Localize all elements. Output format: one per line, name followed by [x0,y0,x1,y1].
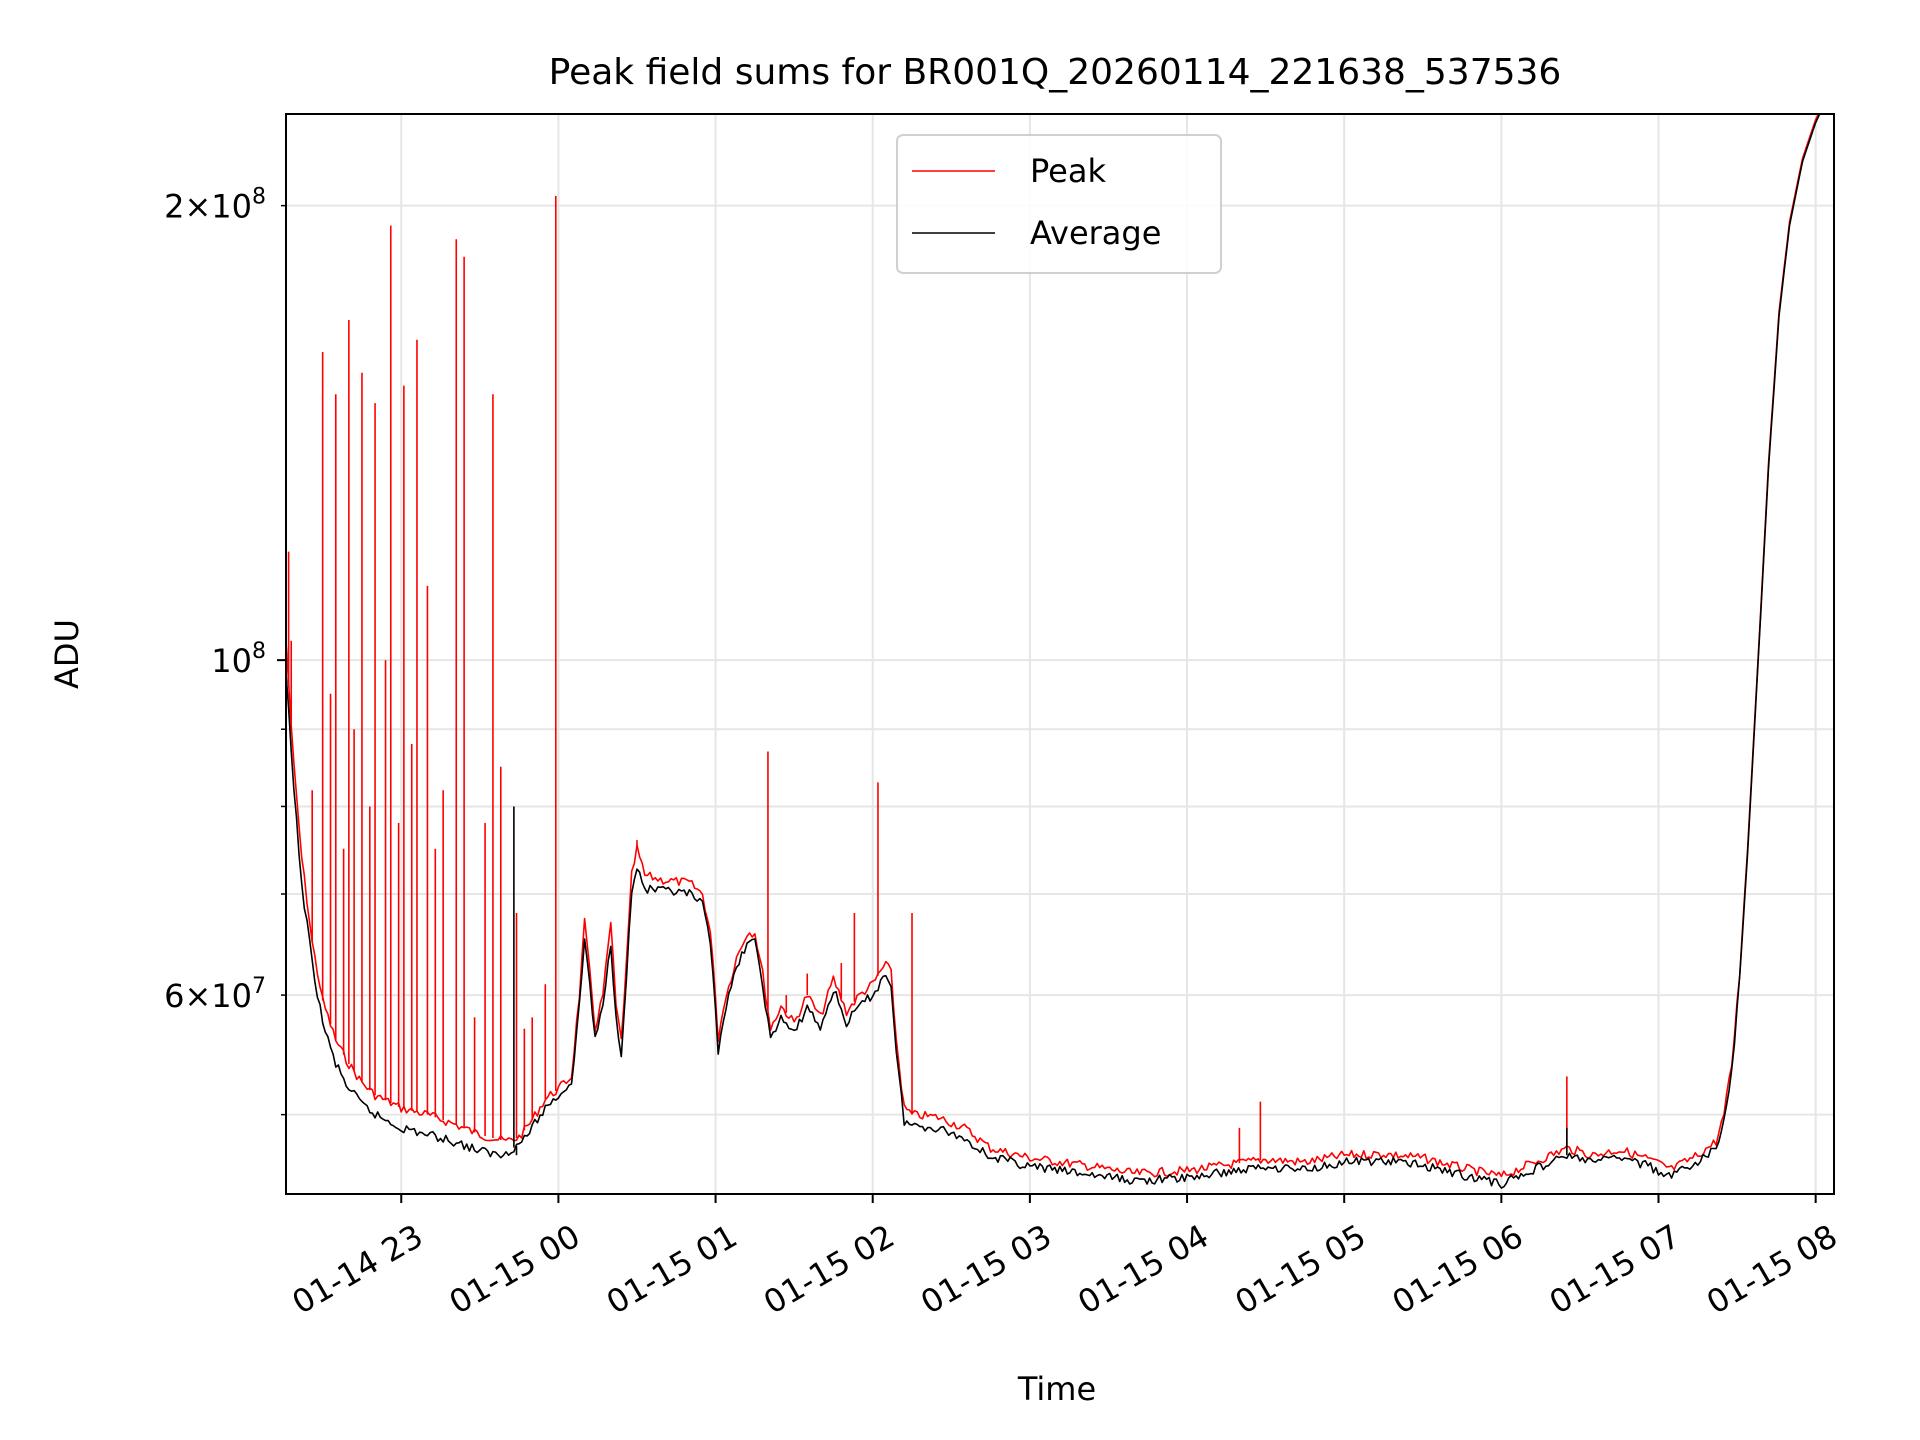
legend: Peak Average [896,134,1222,274]
y-tick-label: 2×108 [164,185,266,226]
y-tick-label-exponent: 8 [252,639,266,664]
legend-peak-label: Peak [1030,152,1106,190]
y-axis-label: ADU [48,619,86,689]
y-tick-label-exponent: 7 [252,974,266,999]
grid-layer [286,114,1834,1194]
y-tick-label-mantissa: 2 [164,188,184,226]
average-series-line [286,114,1821,1189]
y-tick-label-times: × [184,977,211,1015]
y-tick-label-base: 10 [211,977,252,1015]
chart-title: Peak field sums for BR001Q_20260114_2216… [549,52,1562,93]
y-tick-label: 108 [211,639,266,680]
y-tick-label-exponent: 8 [252,185,266,210]
legend-average-label: Average [1030,214,1161,252]
x-axis-label: Time [1017,1370,1096,1408]
y-tick-label-base: 10 [211,642,252,680]
y-tick-label-base: 10 [211,188,252,226]
legend-box [896,134,1222,274]
plot-frame [285,113,1835,1195]
y-tick-label: 6×107 [164,974,266,1015]
y-tick-label-times: × [184,188,211,226]
y-tick-label-mantissa: 6 [164,977,184,1015]
series-layer [286,114,1821,1189]
peak-series-line [286,114,1820,1178]
